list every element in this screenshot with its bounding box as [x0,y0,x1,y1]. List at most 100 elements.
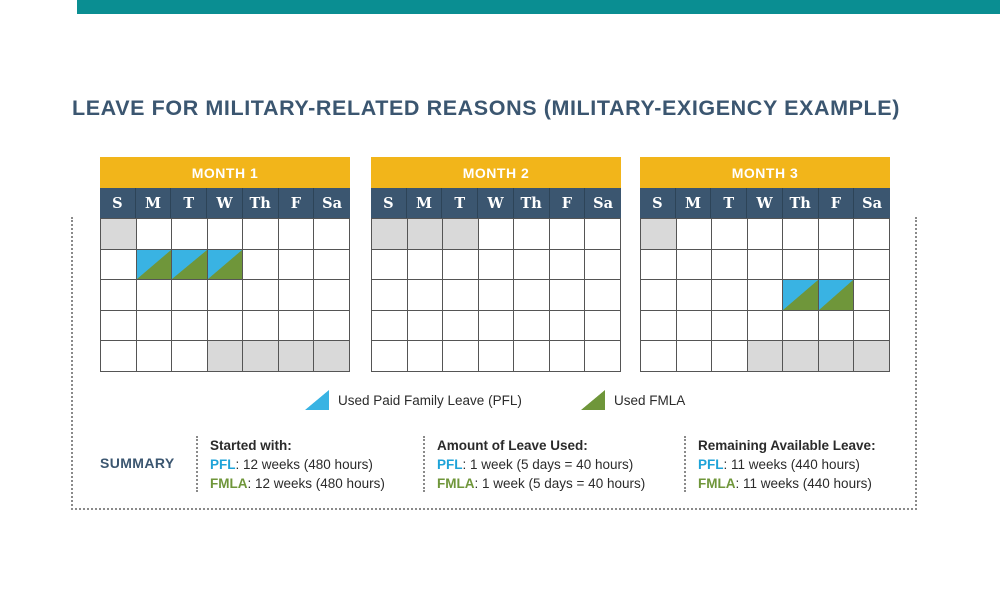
used-leave-day-cell [172,249,208,281]
day-cell [854,219,890,250]
month-calendar: MONTH 1 S M T W Th F Sa [100,157,350,372]
day-of-week-label: Th [514,188,550,218]
inactive-day-cell [641,219,677,250]
fmla-key: FMLA [437,476,475,491]
day-cell [712,341,748,372]
calendar-grid [371,218,621,372]
day-of-week-label: W [478,188,514,218]
summary-pfl-line: PFL: 12 weeks (480 hours) [210,455,385,474]
day-cell [136,219,173,250]
day-cell [372,310,408,342]
used-leave-day-cell [783,280,819,311]
calendar-grid [100,218,350,372]
day-cell [818,310,855,342]
day-of-week-label: Th [243,188,279,218]
day-of-week-label: Sa [593,194,613,212]
day-of-week-label: Sa [862,194,882,212]
summary-pfl-line: PFL: 1 week (5 days = 40 hours) [437,455,645,474]
day-cell [585,280,621,311]
day-cell [136,310,173,342]
day-cell [243,249,279,281]
day-of-week-label: T [442,188,479,218]
summary-heading: Started with: [210,438,292,453]
day-of-week-label: M [407,188,443,218]
day-of-week-label: S [100,188,136,218]
day-cell [676,280,713,311]
day-cell [314,310,350,342]
day-cell [676,219,713,250]
day-cell [278,219,315,250]
day-cell [783,249,819,281]
day-cell [443,341,479,372]
day-of-week-label: S [640,188,676,218]
day-cell [478,280,515,311]
day-cell [101,341,137,372]
day-of-week-label: Th [783,188,819,218]
day-cell [514,310,550,342]
day-cell [818,249,855,281]
day-cell [207,219,244,250]
summary-fmla-line: FMLA: 1 week (5 days = 40 hours) [437,474,645,493]
day-cell [243,280,279,311]
day-cell [407,249,444,281]
pfl-value: : 12 weeks (480 hours) [235,457,373,472]
day-cell [818,219,855,250]
month-header: MONTH 3 [640,157,890,188]
day-cell [278,249,315,281]
day-cell [712,280,748,311]
day-of-week-label: S [371,188,407,218]
day-cell [314,249,350,281]
day-cell [712,219,748,250]
day-cell [676,341,713,372]
day-of-week-label: M [676,188,712,218]
inactive-day-cell [854,341,890,372]
page-title: LEAVE FOR MILITARY-RELATED REASONS (MILI… [72,96,900,120]
day-cell [712,310,748,342]
fmla-key: FMLA [698,476,736,491]
day-of-week-label: W [747,188,783,218]
day-of-week-row: S M T W Th F Sa [371,188,621,218]
day-cell [478,310,515,342]
day-cell [514,219,550,250]
day-of-week-label: F [550,188,586,218]
calendar-grid [640,218,890,372]
used-leave-day-cell [207,249,244,281]
day-cell [514,280,550,311]
used-leave-day-cell [818,280,855,311]
day-cell [676,249,713,281]
day-cell [585,310,621,342]
day-cell [549,280,586,311]
fmla-value: : 11 weeks (440 hours) [735,476,872,491]
fmla-value: : 12 weeks (480 hours) [247,476,385,491]
day-cell [243,219,279,250]
inactive-day-cell [243,341,279,372]
day-cell [443,280,479,311]
inactive-day-cell [443,219,479,250]
summary-pfl-line: PFL: 11 weeks (440 hours) [698,455,876,474]
inactive-day-cell [101,219,137,250]
day-cell [641,280,677,311]
inactive-day-cell [207,341,244,372]
inactive-day-cell [783,341,819,372]
summary-label: SUMMARY [100,455,175,471]
day-cell [514,249,550,281]
day-cell [101,249,137,281]
inactive-day-cell [372,219,408,250]
day-cell [549,310,586,342]
pfl-value: : 11 weeks (440 hours) [723,457,860,472]
day-cell [243,310,279,342]
summary-heading: Remaining Available Leave: [698,438,876,453]
day-cell [314,219,350,250]
fmla-triangle-icon [581,390,605,410]
pfl-key: PFL [437,457,463,472]
day-cell [443,249,479,281]
day-cell [372,280,408,311]
day-cell [783,310,819,342]
day-of-week-label: W [207,188,243,218]
day-cell [747,249,784,281]
day-cell [641,249,677,281]
day-cell [136,280,173,311]
day-cell [207,310,244,342]
day-cell [101,280,137,311]
fmla-key: FMLA [210,476,248,491]
